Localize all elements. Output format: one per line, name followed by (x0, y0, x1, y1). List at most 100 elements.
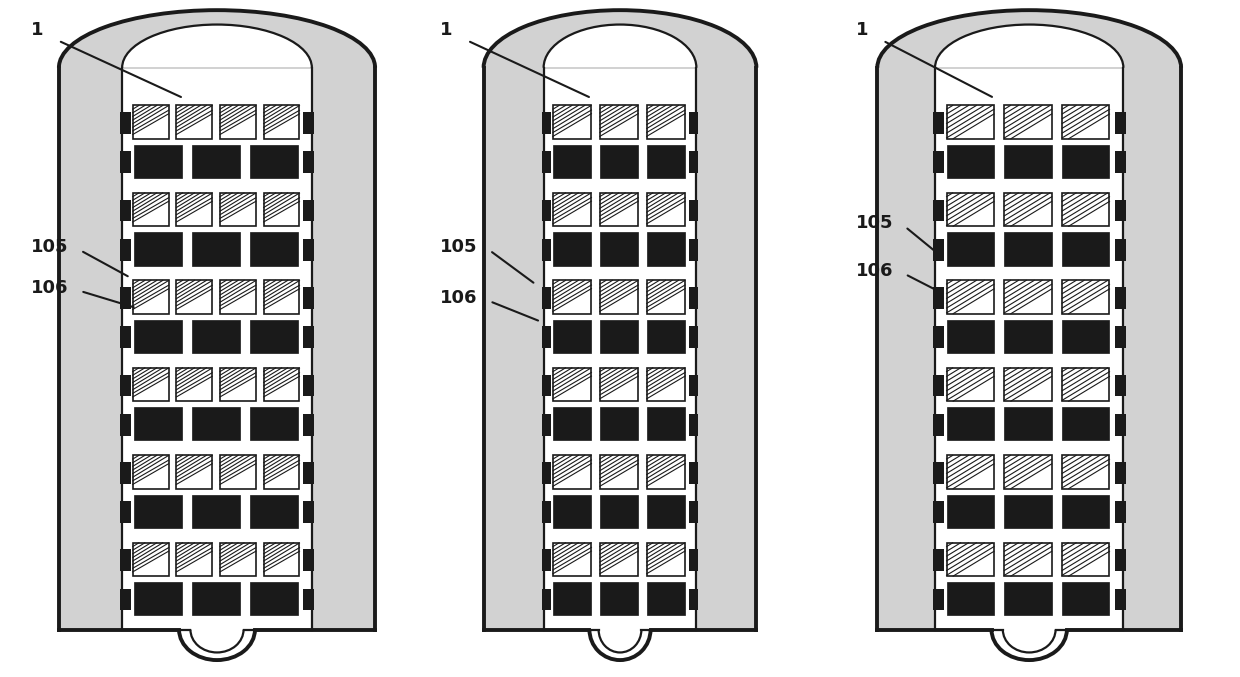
Bar (250, 232, 298, 265)
Bar (304, 200, 314, 221)
Bar (600, 232, 639, 265)
Bar (134, 320, 181, 353)
Bar (1004, 280, 1052, 313)
Bar (1115, 200, 1126, 221)
Bar (1123, 68, 1180, 630)
Bar (176, 280, 212, 313)
Bar (946, 408, 994, 441)
Bar (932, 550, 944, 571)
Bar (542, 200, 551, 221)
Bar (192, 495, 239, 528)
Bar (932, 326, 944, 348)
Bar (542, 462, 551, 483)
Bar (176, 543, 212, 576)
Bar (1115, 550, 1126, 571)
Bar (219, 368, 255, 401)
Bar (542, 326, 551, 348)
Bar (542, 414, 551, 435)
Bar (1115, 462, 1126, 483)
Bar (1115, 414, 1126, 435)
Bar (946, 145, 994, 178)
Bar (932, 200, 944, 221)
Bar (304, 326, 314, 348)
Bar (134, 408, 181, 441)
Bar (553, 193, 591, 226)
Bar (647, 582, 686, 615)
Text: 106: 106 (856, 262, 893, 280)
Bar (946, 368, 994, 401)
Bar (553, 495, 591, 528)
Bar (553, 106, 591, 139)
Bar (312, 68, 374, 630)
Bar (647, 456, 686, 489)
Bar (647, 320, 686, 353)
Bar (134, 495, 181, 528)
Bar (689, 287, 698, 309)
Bar (304, 287, 314, 309)
Bar (1004, 543, 1052, 576)
Bar (219, 543, 255, 576)
Bar (1063, 543, 1110, 576)
Bar (133, 456, 169, 489)
Bar (120, 152, 130, 173)
Bar (647, 408, 686, 441)
Bar (647, 145, 686, 178)
Bar (600, 495, 639, 528)
Bar (946, 582, 994, 615)
Bar (689, 326, 698, 348)
Bar (250, 145, 298, 178)
Bar (689, 152, 698, 173)
Bar (689, 589, 698, 611)
Bar (1063, 145, 1110, 178)
Bar (600, 543, 639, 576)
Bar (1004, 368, 1052, 401)
Bar (1004, 456, 1052, 489)
Bar (219, 193, 255, 226)
Bar (120, 239, 130, 261)
Bar (932, 502, 944, 523)
Bar (219, 456, 255, 489)
Bar (1115, 502, 1126, 523)
Bar (1115, 326, 1126, 348)
Bar (192, 582, 239, 615)
Bar (689, 414, 698, 435)
Bar (542, 239, 551, 261)
Text: 105: 105 (31, 238, 68, 256)
Bar (542, 502, 551, 523)
Bar (1115, 239, 1126, 261)
Bar (120, 462, 130, 483)
Bar (120, 326, 130, 348)
Bar (553, 582, 591, 615)
Bar (192, 145, 239, 178)
Bar (133, 543, 169, 576)
Bar (932, 589, 944, 611)
Bar (176, 106, 212, 139)
Bar (946, 456, 994, 489)
Bar (176, 456, 212, 489)
Bar (600, 145, 639, 178)
Bar (647, 368, 686, 401)
Bar (600, 368, 639, 401)
Bar (689, 112, 698, 134)
Bar (264, 456, 300, 489)
Bar (1115, 287, 1126, 309)
Bar (946, 232, 994, 265)
Polygon shape (992, 630, 1066, 660)
Bar (946, 280, 994, 313)
Bar (120, 414, 130, 435)
Bar (133, 106, 169, 139)
Bar (176, 368, 212, 401)
Bar (1115, 589, 1126, 611)
Bar (134, 145, 181, 178)
Bar (304, 550, 314, 571)
Bar (264, 280, 300, 313)
Bar (1063, 280, 1110, 313)
Bar (120, 200, 130, 221)
Bar (176, 193, 212, 226)
Bar (1063, 106, 1110, 139)
Bar (647, 106, 686, 139)
Bar (600, 408, 639, 441)
Bar (932, 287, 944, 309)
Bar (1115, 152, 1126, 173)
Bar (553, 408, 591, 441)
